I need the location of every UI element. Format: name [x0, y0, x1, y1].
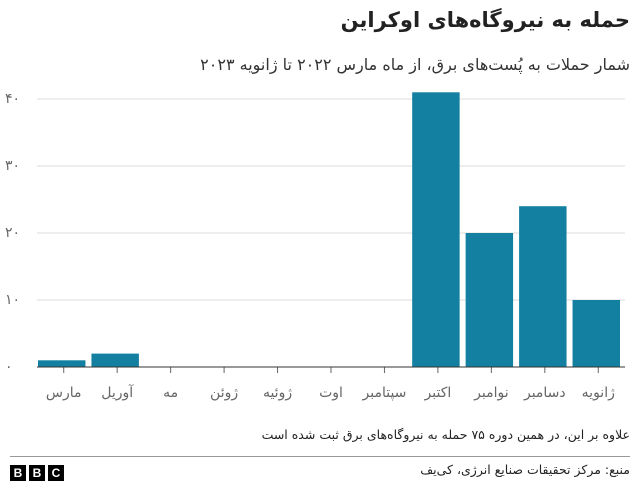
logo-letter: C [48, 465, 64, 481]
bar [412, 92, 460, 368]
x-tick-label: مارس [46, 385, 82, 401]
logo-letter: B [29, 465, 45, 481]
bar [465, 233, 514, 367]
x-tick-label: سپتامبر [362, 385, 407, 401]
x-tick-label: اکتبر [424, 385, 452, 401]
chart-title: حمله به نیروگاه‌های اوکراین [340, 8, 630, 32]
x-tick-label: دسامبر [523, 385, 566, 401]
note: علاوه بر این، در همین دوره ۷۵ حمله به نی… [261, 427, 630, 442]
y-tick-label: ۲۰ [5, 225, 20, 241]
y-tick-label: ۰ [5, 359, 13, 375]
divider [10, 456, 630, 457]
x-tick-label: آوریل [101, 384, 134, 401]
y-tick-label: ۱۰ [5, 292, 20, 308]
bar [572, 300, 620, 367]
logo: B B C [10, 465, 64, 481]
bar [519, 206, 567, 367]
chart: ۰ ۱۰ ۲۰ ۳۰ ۴۰ مارس آوریل مه ژوئن ژوئیه اوت سپتامبر ا… [5, 91, 625, 401]
y-tick-label: ۴۰ [5, 91, 20, 107]
bar [38, 360, 86, 367]
y-tick-label: ۳۰ [5, 158, 20, 174]
bar [91, 353, 139, 367]
x-tick-label: نوامبر [473, 385, 508, 401]
logo-letter: B [10, 465, 26, 481]
x-tick-label: اوت [319, 385, 343, 401]
source: منبع: مرکز تحقیقات صنایع انرژی، کی‌یف [420, 462, 630, 477]
x-tick-label: ژوئیه [263, 385, 292, 401]
x-tick-label: ژانویه [582, 385, 615, 401]
chart-subtitle: شمار حملات به پُست‌های برق، از ماه مارس … [200, 55, 630, 74]
x-tick-label: مه [163, 385, 178, 401]
x-tick-label: ژوئن [210, 385, 238, 401]
